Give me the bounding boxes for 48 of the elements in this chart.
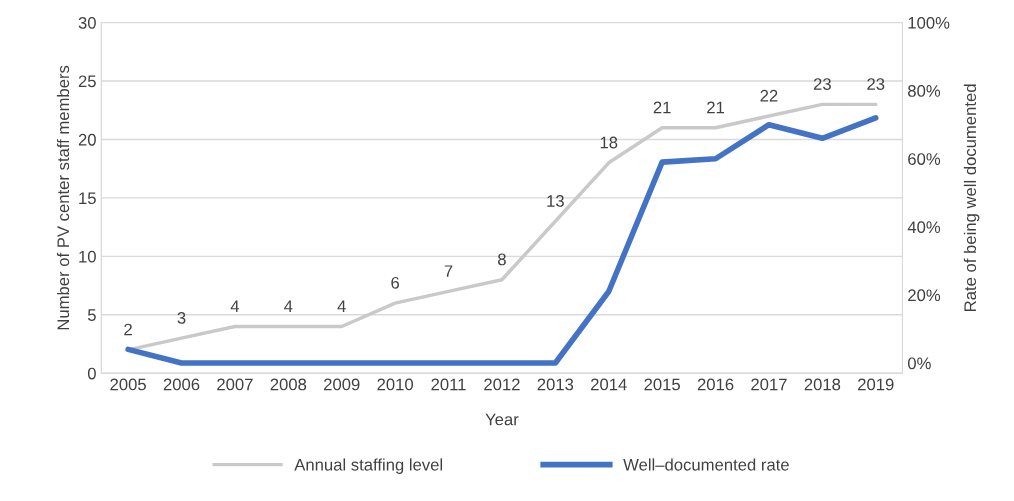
x-tick-label: 2014 [591,378,627,391]
x-tick-label: 2017 [751,378,787,391]
y-tick-label: 25 [78,75,96,88]
x-tick-label: 2016 [697,378,734,391]
data-label: 4 [284,300,293,312]
data-label: 13 [547,195,564,207]
x-tick-label: 2006 [163,378,200,391]
legend-label: Well–documented rate [623,458,789,471]
data-label: 4 [230,300,240,312]
x-tick-label: 2015 [644,378,680,391]
y-tick-label: 0 [87,367,96,380]
x-tick-label: 2005 [110,378,146,391]
data-label: 23 [867,78,885,90]
y2-tick-label: 0% [907,357,931,370]
data-label: 6 [391,276,400,289]
data-label: 22 [760,89,778,102]
x-tick-label: 2007 [217,378,253,391]
y2-axis-title: Rate of being well documented [963,84,980,311]
data-label: 2 [124,323,132,336]
y-tick-label: 5 [87,309,96,321]
y2-tick-label: 40% [907,221,941,234]
data-label: 3 [177,311,186,324]
x-tick-label: 2009 [324,378,360,391]
y-tick-label: 30 [78,16,96,29]
x-tick-label: 2013 [537,378,574,391]
y2-tick-label: 60% [908,153,941,165]
x-tick-label: 2018 [804,378,841,391]
x-tick-label: 2011 [431,378,466,391]
x-tick-label: 2012 [484,378,520,391]
y-tick-label: 10 [79,250,96,263]
y2-tick-label: 20% [908,289,941,302]
y-tick-label: 20 [78,133,96,146]
data-label: 21 [653,101,671,114]
x-axis-title: Year [485,413,519,426]
data-label: 7 [444,265,453,277]
data-label: 8 [498,253,506,266]
y2-tick-label: 80% [908,85,941,97]
data-label: 21 [707,101,724,114]
y-tick-label: 15 [79,192,96,205]
x-tick-label: 2019 [858,378,894,391]
y2-tick-label: 100% [908,16,950,29]
x-tick-label: 2010 [377,378,414,391]
legend-label: Annual staffing level [294,458,443,474]
data-label: 23 [813,78,831,90]
data-label: 18 [600,136,618,149]
data-label: 4 [337,300,346,312]
y-axis-title: Number of PV center staff members [56,65,70,330]
x-tick-label: 2008 [270,378,307,391]
